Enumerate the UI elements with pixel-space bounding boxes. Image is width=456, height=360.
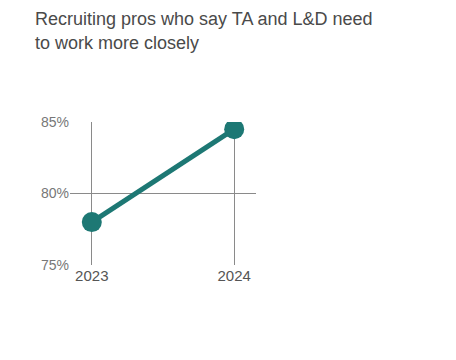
svg-text:2023: 2023	[75, 267, 108, 284]
svg-text:75%: 75%	[41, 257, 69, 273]
svg-text:2024: 2024	[218, 267, 251, 284]
svg-text:80%: 80%	[41, 185, 69, 201]
svg-text:85%: 85%	[41, 114, 69, 130]
svg-text:Recruiting pros who say TA and: Recruiting pros who say TA and L&D needt…	[35, 9, 373, 52]
